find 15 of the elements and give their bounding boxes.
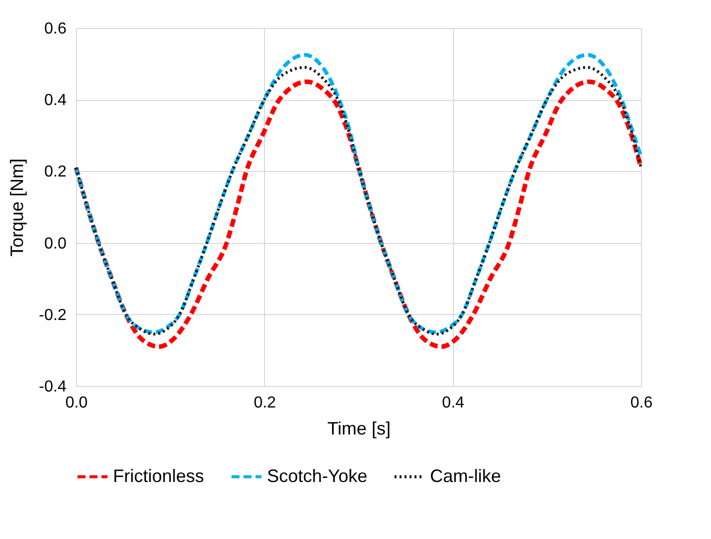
x-tick-label: 0.2 — [254, 394, 276, 412]
y-tick-label: 0.0 — [44, 235, 67, 252]
y-tick-label: 0.4 — [44, 92, 67, 110]
x-tick-label: 0.4 — [442, 394, 464, 412]
y-tick-label: 0.2 — [44, 164, 67, 181]
x-tick-label: 0.0 — [65, 394, 88, 412]
legend-label: Scotch-Yoke — [267, 466, 368, 486]
legend-label: Cam-like — [430, 466, 502, 486]
y-tick-label: -0.2 — [38, 306, 67, 324]
x-tick-label: 0.6 — [630, 394, 653, 412]
y-axis-title: Torque [Nm] — [6, 158, 27, 257]
y-tick-label: 0.6 — [44, 20, 67, 38]
y-tick-label: -0.4 — [38, 378, 67, 396]
legend-label: Frictionless — [113, 466, 204, 486]
x-axis-title: Time [s] — [327, 418, 391, 438]
